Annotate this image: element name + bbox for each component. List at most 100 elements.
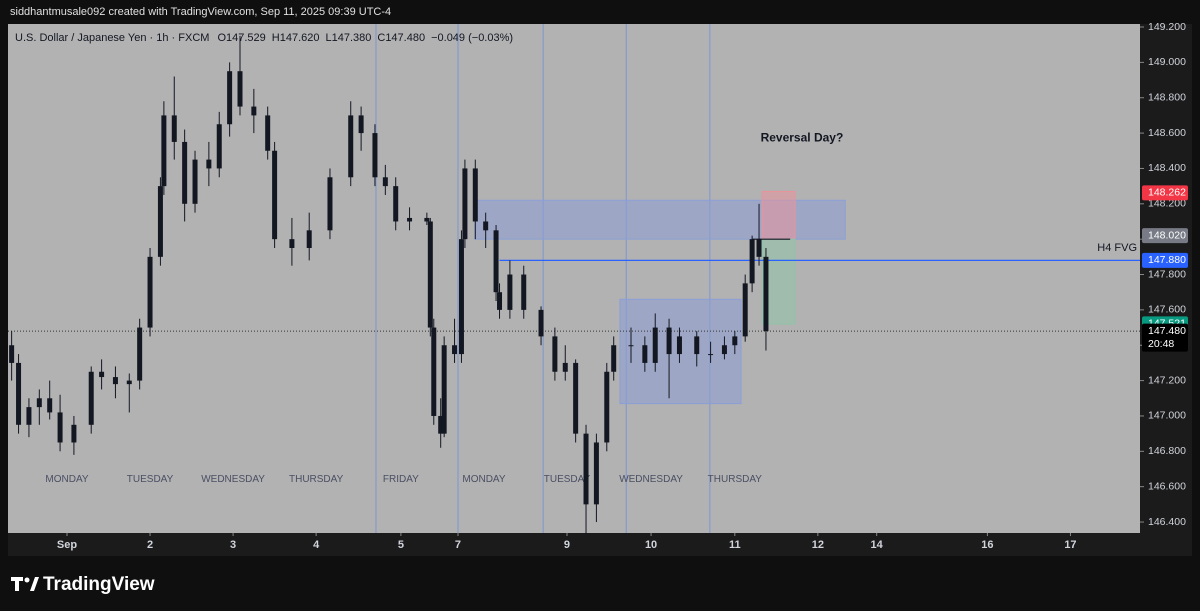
candle-body (382, 177, 388, 187)
day-label: THURSDAY (708, 474, 763, 485)
y-tick-label: 149.000 (1148, 56, 1186, 68)
price-label: 147.880 (1148, 254, 1186, 266)
x-tick-label: 4 (313, 539, 320, 551)
y-tick-label: 148.800 (1148, 92, 1186, 104)
y-tick-label: 147.000 (1148, 410, 1186, 422)
day-label: MONDAY (45, 474, 88, 485)
candle-body (26, 407, 32, 425)
candle-body (171, 115, 177, 142)
price-label-bg (1142, 323, 1188, 352)
price-axis (1140, 24, 1192, 533)
candle-body (676, 336, 682, 355)
candle-body (493, 230, 499, 293)
candle-body (742, 283, 748, 337)
annotation: Reversal Day? (761, 131, 844, 145)
candle-body (431, 327, 437, 416)
ohlc-label: −0.049 (−0.03%) (431, 32, 513, 44)
time-axis (8, 533, 1192, 556)
day-label: WEDNESDAY (619, 474, 683, 485)
price-label-bg (1142, 252, 1188, 268)
candle-body (763, 256, 769, 332)
candle-body (227, 71, 233, 125)
y-tick-label: 146.600 (1148, 480, 1186, 492)
candle-body (36, 398, 42, 408)
day-label: FRIDAY (383, 474, 419, 485)
candle-body (407, 217, 413, 222)
candle-body (583, 433, 589, 505)
annotation: H4 FVG (1097, 242, 1137, 254)
candle-body (71, 424, 77, 443)
x-tick-label: 10 (645, 539, 657, 551)
candle-body (573, 362, 579, 434)
candle-body (441, 345, 447, 434)
candle-body (88, 371, 94, 425)
x-tick-label: 16 (981, 539, 993, 551)
y-tick-label: 148.400 (1148, 162, 1186, 174)
candle-body (47, 398, 53, 413)
x-tick-label: 7 (455, 539, 461, 551)
candle-body (694, 336, 700, 355)
candle-body (652, 327, 658, 363)
day-label: TUESDAY (127, 474, 174, 485)
candle-body (9, 345, 15, 363)
candle-body (327, 177, 333, 231)
x-tick-label: 14 (871, 539, 884, 551)
symbol-title: U.S. Dollar / Japanese Yen · 1h · FXCM (15, 32, 209, 44)
y-tick-label: 146.800 (1148, 445, 1186, 457)
brand: TradingView (43, 574, 155, 595)
candle-body (708, 354, 714, 356)
candle-body (306, 230, 312, 249)
candle-body (393, 186, 399, 222)
ohlc-label: L147.380 (325, 32, 371, 44)
y-tick-label: 147.600 (1148, 304, 1186, 316)
candle-body (348, 115, 354, 178)
y-tick-label: 148.600 (1148, 127, 1186, 139)
y-tick-label: 149.200 (1148, 21, 1186, 33)
candle-body (237, 71, 243, 107)
ohlc-label: C147.480 (377, 32, 425, 44)
x-tick-label: 11 (729, 539, 741, 551)
footer-logo (11, 577, 39, 591)
candle-body (99, 371, 105, 378)
ohlc-label: H147.620 (272, 32, 320, 44)
plot-area (8, 24, 1140, 533)
candle-body (721, 345, 727, 355)
candle-body (452, 345, 458, 355)
candle-body (562, 362, 568, 372)
attribution: siddhantmusale092 created with TradingVi… (10, 6, 391, 18)
price-label-bg (1142, 228, 1188, 244)
candle-body (16, 362, 22, 425)
candle-body (182, 141, 188, 204)
candle-body (137, 327, 143, 381)
zone (761, 190, 796, 240)
candle-body (265, 115, 271, 151)
candle-body (732, 336, 738, 346)
candle-body (161, 115, 167, 187)
countdown: 20:48 (1148, 338, 1174, 350)
candle-body (611, 345, 617, 372)
candle-body (57, 412, 63, 443)
x-tick-label: 2 (147, 539, 153, 551)
candle-body (458, 239, 464, 355)
y-tick-label: 147.200 (1148, 374, 1186, 386)
x-tick-label: 3 (230, 539, 236, 551)
candle-body (192, 159, 198, 204)
candle-body (427, 221, 433, 328)
price-label: 148.262 (1148, 187, 1186, 199)
candle-body (538, 309, 544, 337)
ohlc-label: O147.529 (217, 32, 265, 44)
x-tick-label: 17 (1064, 539, 1076, 551)
candle-body (507, 274, 513, 310)
candle-body (147, 256, 153, 328)
candle-body (552, 336, 558, 372)
day-label: TUESDAY (544, 474, 591, 485)
day-label: THURSDAY (289, 474, 344, 485)
candle-body (112, 377, 118, 385)
x-tick-label: Sep (57, 539, 77, 551)
candle-body (438, 415, 444, 434)
price-label-bg (1142, 185, 1188, 201)
candle-body (372, 133, 378, 178)
candle-body (462, 168, 468, 240)
day-label: MONDAY (462, 474, 505, 485)
